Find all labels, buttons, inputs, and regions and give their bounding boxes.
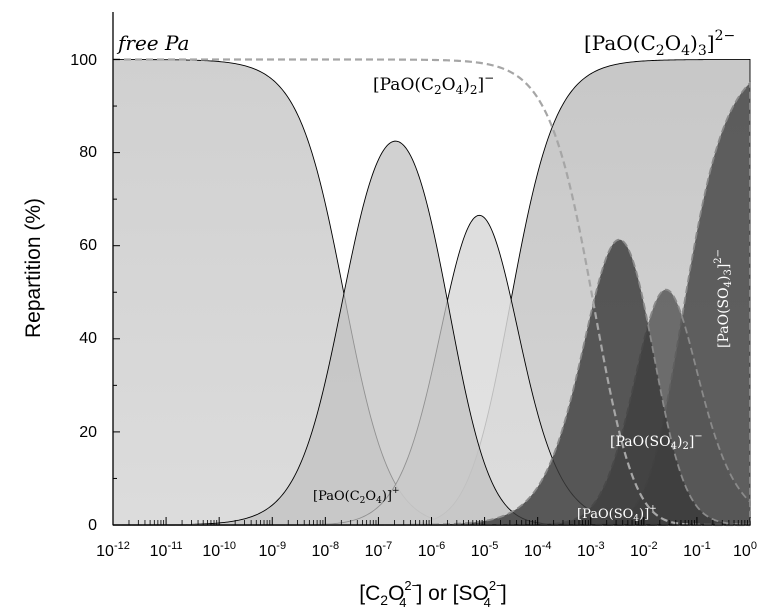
x-tick-label: 100	[733, 540, 757, 560]
y-tick-labels: 0 20 40 60 80 100	[70, 52, 97, 534]
x-tick-label: 10-11	[150, 540, 183, 560]
y-axis-ticks	[113, 59, 120, 526]
y-tick-label: 20	[79, 424, 97, 441]
x-tick-label: 10-9	[259, 540, 287, 560]
y-tick-label: 0	[88, 517, 97, 534]
x-tick-label: 10-7	[365, 540, 393, 560]
x-tick-label: 10-12	[96, 540, 130, 560]
x-tick-label: 10-5	[471, 540, 499, 560]
y-tick-label: 80	[79, 144, 97, 161]
y-axis-title: Repartition (%)	[22, 198, 45, 338]
x-tick-label: 10-3	[577, 540, 605, 560]
x-tick-labels: 10-12 10-11 10-10 10-9 10-8 10-7 10-6 10…	[96, 540, 757, 560]
x-tick-label: 10-6	[418, 540, 446, 560]
pao-so4-1-label: [PaO(SO4)]+	[577, 504, 657, 524]
pao-c2o4-1-label: [PaO(C2O4)]+	[313, 486, 400, 506]
x-axis-title: [C2O2− 4] or [SO2− 4]	[359, 578, 506, 610]
x-tick-label: 10-2	[630, 540, 658, 560]
x-tick-label: 10-1	[683, 540, 711, 560]
y-tick-label: 100	[70, 52, 97, 69]
pao-c2o4-2-label: [PaO(C2O4)2]−	[373, 71, 494, 97]
y-tick-label: 60	[79, 237, 97, 254]
x-axis-ticks	[112, 517, 751, 525]
x-tick-label: 10-10	[202, 540, 236, 560]
x-tick-label: 10-4	[524, 540, 552, 560]
y-tick-label: 40	[79, 330, 97, 347]
free-pa-label: free Pa	[116, 31, 189, 55]
pao-so4-2-label: [PaO(SO4)2]−	[610, 431, 703, 452]
pao-so4-3-label: [PaO(SO4)3]2−	[713, 249, 734, 348]
pao-c2o4-3-label: [PaO(C2O4)3]2−	[584, 28, 735, 59]
x-tick-label: 10-8	[312, 540, 340, 560]
